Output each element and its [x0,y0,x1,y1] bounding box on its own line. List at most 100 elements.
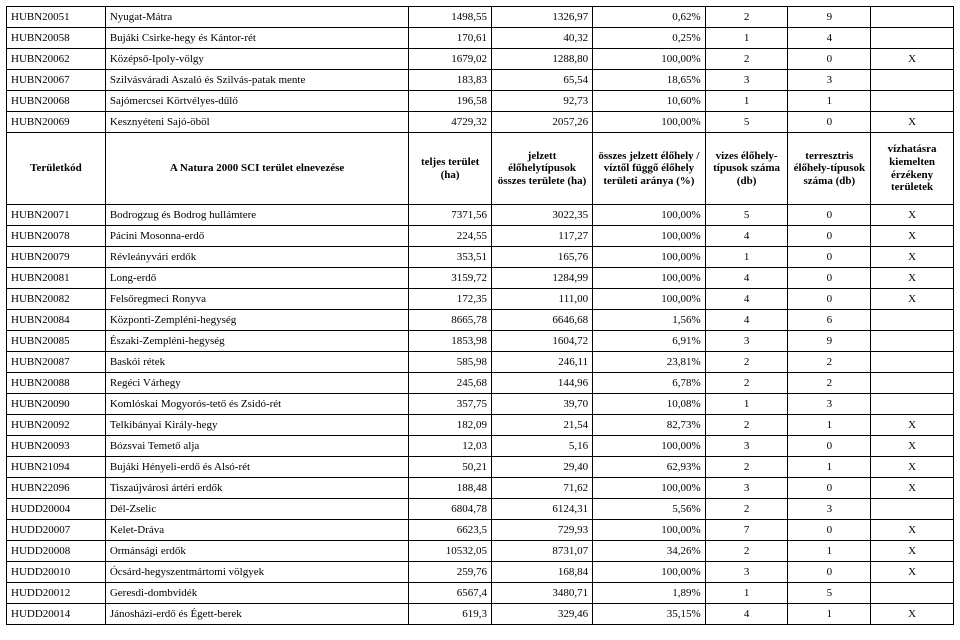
table-cell: 62,93% [593,457,706,478]
table-cell: 39,70 [491,394,592,415]
table-row: HUBN20088Regéci Várhegy245,68144,966,78%… [7,373,954,394]
table-cell: 170,61 [409,28,492,49]
table-cell: X [871,112,954,133]
table-cell: 4 [705,289,788,310]
table-row: HUBN20071Bodrogzug és Bodrog hullámtere7… [7,205,954,226]
table-cell: 188,48 [409,478,492,499]
table-cell: 117,27 [491,226,592,247]
table-cell [871,7,954,28]
column-header: vizes élőhely-típusok száma (db) [705,133,788,205]
table-cell: X [871,226,954,247]
table-cell: 1 [788,604,871,625]
table-cell: HUBN20058 [7,28,106,49]
table-cell: HUDD20004 [7,499,106,520]
table-cell: HUBN20068 [7,91,106,112]
table-row: HUBN20081Long-erdő3159,721284,99100,00%4… [7,268,954,289]
table-cell: 82,73% [593,415,706,436]
table-cell: 1 [705,394,788,415]
table-cell: 1288,80 [491,49,592,70]
table-cell: 0 [788,289,871,310]
table-cell: Bujáki Csirke-hegy és Kántor-rét [105,28,408,49]
table-cell: 6 [788,310,871,331]
table-cell: Középső-Ipoly-völgy [105,49,408,70]
table-cell: 3 [788,499,871,520]
table-cell: 0 [788,49,871,70]
table-cell: Bodrogzug és Bodrog hullámtere [105,205,408,226]
table-cell: 1 [705,91,788,112]
table-cell: 0 [788,226,871,247]
table-cell: 6646,68 [491,310,592,331]
table-cell: 0 [788,205,871,226]
table-cell: 2 [705,415,788,436]
table-cell: HUDD20012 [7,583,106,604]
table-cell: 65,54 [491,70,592,91]
table-cell: 729,93 [491,520,592,541]
table-cell: HUBN20090 [7,394,106,415]
table-cell: HUDD20014 [7,604,106,625]
table-cell: 2 [705,499,788,520]
table-cell: 4 [788,28,871,49]
table-cell: HUBN20067 [7,70,106,91]
table-cell: HUBN20088 [7,373,106,394]
table-cell: X [871,457,954,478]
table-row: HUDD20012Geresdi-dombvidék6567,43480,711… [7,583,954,604]
table-cell: 1498,55 [409,7,492,28]
table-row: HUBN22096Tiszaújvárosi ártéri erdők188,4… [7,478,954,499]
table-cell: 21,54 [491,415,592,436]
table-cell: HUBN20071 [7,205,106,226]
table-cell [871,373,954,394]
table-cell: 246,11 [491,352,592,373]
table-row: HUDD20010Ócsárd-hegyszentmártomi völgyek… [7,562,954,583]
table-cell [871,499,954,520]
table-cell: 2 [705,541,788,562]
table-cell: 9 [788,331,871,352]
table-cell: X [871,268,954,289]
table-row: HUBN21094Bujáki Hényeli-erdő és Alsó-rét… [7,457,954,478]
table-cell: Komlóskai Mogyorós-tető és Zsidó-rét [105,394,408,415]
table-cell: HUBN20062 [7,49,106,70]
table-cell: 8665,78 [409,310,492,331]
table-cell: 224,55 [409,226,492,247]
table-cell: 0 [788,436,871,457]
table-cell: HUDD20008 [7,541,106,562]
table-cell: 0,25% [593,28,706,49]
table-cell: 2 [705,352,788,373]
table-row: HUBN20085Északi-Zempléni-hegység1853,981… [7,331,954,352]
table-cell: 196,58 [409,91,492,112]
table-cell [871,28,954,49]
table-cell: Központi-Zempléni-hegység [105,310,408,331]
table-cell: 23,81% [593,352,706,373]
table-cell: 8731,07 [491,541,592,562]
table-row: HUBN20069Kesznyéteni Sajó-öböl4729,32205… [7,112,954,133]
table-cell: Felsőregmeci Ronyva [105,289,408,310]
table-row: HUBN20079Révleányvári erdők353,51165,761… [7,247,954,268]
table-cell: 259,76 [409,562,492,583]
table-cell: 10532,05 [409,541,492,562]
table-cell: 100,00% [593,247,706,268]
table-cell: HUBN20082 [7,289,106,310]
column-header: terresztris élőhely-típusok száma (db) [788,133,871,205]
table-cell: X [871,205,954,226]
table-cell: HUBN20079 [7,247,106,268]
table-row: HUBN20078Pácini Mosonna-erdő224,55117,27… [7,226,954,247]
table-cell: 6,78% [593,373,706,394]
table-cell: Telkibányai Király-hegy [105,415,408,436]
table-cell: 1604,72 [491,331,592,352]
table-cell: 0 [788,247,871,268]
table-cell: 3159,72 [409,268,492,289]
table-cell: 100,00% [593,520,706,541]
table-cell: Északi-Zempléni-hegység [105,331,408,352]
table-cell: HUBN20084 [7,310,106,331]
table-cell: 0 [788,112,871,133]
table-cell: 1 [788,457,871,478]
table-cell: HUBN20087 [7,352,106,373]
table-cell: 1 [788,91,871,112]
table-cell: Ormánsági erdők [105,541,408,562]
table-cell: 50,21 [409,457,492,478]
table-cell: 5,16 [491,436,592,457]
table-cell: 3 [705,478,788,499]
table-row: HUDD20007Kelet-Dráva6623,5729,93100,00%7… [7,520,954,541]
table-cell: 3 [788,394,871,415]
table-cell: 1853,98 [409,331,492,352]
table-cell: 3 [705,436,788,457]
